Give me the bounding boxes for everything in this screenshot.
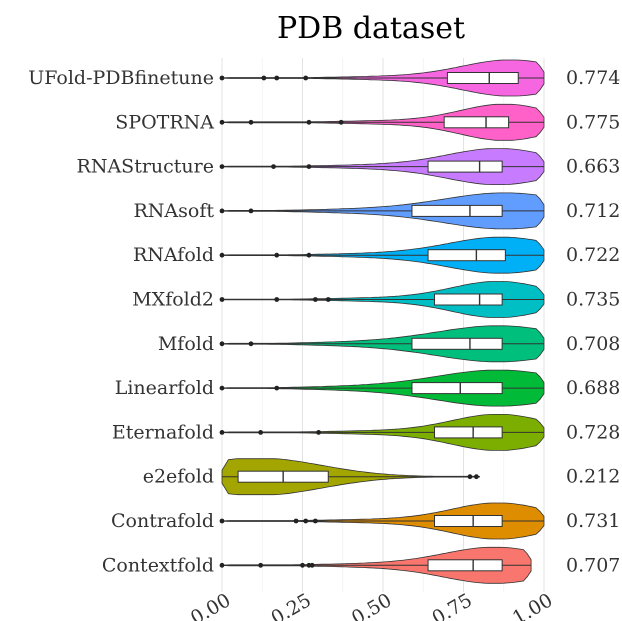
mean-value-label: 0.212 bbox=[566, 466, 620, 488]
outlier-point bbox=[219, 562, 225, 568]
box bbox=[427, 160, 503, 173]
outlier-point bbox=[258, 562, 264, 568]
category-label: Linearfold bbox=[115, 377, 214, 399]
outlier-point bbox=[219, 75, 225, 81]
violin-e2efold bbox=[221, 458, 481, 496]
violins bbox=[219, 59, 545, 584]
mean-value-label: 0.708 bbox=[566, 333, 620, 355]
category-label: RNAsoft bbox=[133, 200, 214, 222]
violin-mxfold2 bbox=[219, 281, 545, 318]
category-label: Mfold bbox=[158, 333, 214, 355]
outlier-point bbox=[219, 164, 225, 170]
outlier-point bbox=[219, 252, 225, 258]
violin-contextfold bbox=[219, 546, 532, 584]
outlier-point bbox=[258, 430, 264, 435]
mean-value-label: 0.735 bbox=[566, 289, 620, 311]
outlier-point bbox=[338, 119, 344, 125]
outlier-point bbox=[473, 474, 479, 480]
box bbox=[411, 337, 503, 350]
outlier-point bbox=[248, 341, 254, 347]
box bbox=[411, 204, 503, 217]
category-label: Contrafold bbox=[111, 510, 214, 532]
mean-value-label: 0.775 bbox=[566, 111, 620, 133]
box bbox=[427, 559, 503, 572]
outlier-point bbox=[325, 297, 331, 302]
violin-mfold bbox=[219, 325, 545, 363]
mean-value-label: 0.774 bbox=[566, 67, 620, 89]
outlier-point bbox=[309, 562, 315, 568]
category-label: Eternafold bbox=[112, 421, 214, 443]
mean-value-label: 0.722 bbox=[566, 244, 620, 266]
violin-spotrna bbox=[219, 103, 545, 141]
outlier-point bbox=[293, 518, 299, 524]
violin-rnastructure bbox=[219, 148, 545, 186]
outlier-point bbox=[248, 119, 254, 125]
outlier-point bbox=[274, 297, 280, 302]
box bbox=[411, 382, 503, 395]
violin-rnasoft bbox=[219, 192, 545, 230]
outlier-point bbox=[271, 164, 276, 170]
box bbox=[427, 249, 506, 262]
category-label: Contextfold bbox=[102, 554, 214, 576]
category-label: RNAStructure bbox=[77, 156, 214, 178]
grid bbox=[221, 58, 545, 592]
category-label: RNAfold bbox=[133, 244, 214, 266]
outlier-point bbox=[261, 75, 267, 81]
outlier-point bbox=[219, 208, 225, 214]
outlier-point bbox=[303, 518, 309, 524]
chart-title: PDB dataset bbox=[277, 11, 465, 46]
x-tick-label: 0.00 bbox=[187, 589, 235, 621]
x-tick-label: 1.00 bbox=[509, 589, 557, 621]
outlier-point bbox=[219, 119, 225, 125]
mean-value-label: 0.688 bbox=[566, 377, 620, 399]
mean-value-label: 0.663 bbox=[566, 156, 620, 178]
category-label: e2efold bbox=[143, 466, 214, 488]
outlier-point bbox=[306, 252, 312, 258]
violin-contrafold bbox=[219, 502, 545, 540]
mean-value-label: 0.728 bbox=[566, 421, 620, 443]
violin-linearfold bbox=[219, 369, 545, 407]
outlier-point bbox=[274, 385, 280, 391]
outlier-point bbox=[219, 518, 225, 524]
mean-labels: 0.774 0.775 0.663 0.712 0.722 0.735 0.708 0.688… bbox=[566, 67, 620, 576]
violin-ufold-pdbfinetune bbox=[219, 59, 545, 97]
outlier-point bbox=[248, 208, 254, 214]
x-tick-labels: 0.00 0.25 0.50 0.75 1.00 bbox=[187, 589, 557, 621]
outlier-point bbox=[274, 75, 280, 81]
box bbox=[443, 116, 510, 129]
box bbox=[434, 293, 503, 306]
outlier-point bbox=[316, 430, 321, 435]
outlier-point bbox=[219, 430, 225, 435]
box bbox=[434, 426, 503, 439]
mean-value-label: 0.731 bbox=[566, 510, 620, 532]
x-tick-label: 0.50 bbox=[348, 589, 396, 621]
outlier-point bbox=[467, 474, 473, 480]
violin-eternafold bbox=[219, 413, 545, 451]
outlier-point bbox=[219, 297, 225, 302]
outlier-point bbox=[312, 297, 318, 302]
outlier-point bbox=[274, 252, 280, 258]
outlier-point bbox=[219, 385, 225, 391]
category-label: MXfold2 bbox=[132, 289, 214, 311]
outlier-point bbox=[312, 518, 318, 524]
violin-rnafold bbox=[219, 236, 545, 274]
category-label: SPOTRNA bbox=[115, 111, 214, 133]
box bbox=[446, 72, 519, 84]
x-tick-label: 0.75 bbox=[428, 589, 476, 621]
box bbox=[434, 515, 503, 527]
category-label: UFold-PDBfinetune bbox=[28, 67, 214, 89]
mean-value-label: 0.712 bbox=[566, 200, 620, 222]
outlier-point bbox=[306, 164, 312, 170]
outlier-point bbox=[303, 75, 309, 81]
outlier-point bbox=[219, 341, 225, 347]
category-labels: UFold-PDBfinetune SPOTRNA RNAStructure RNAs… bbox=[28, 67, 214, 576]
mean-value-label: 0.707 bbox=[566, 554, 620, 576]
outlier-point bbox=[300, 562, 305, 568]
x-tick-label: 0.25 bbox=[267, 589, 315, 621]
outlier-point bbox=[306, 119, 312, 125]
